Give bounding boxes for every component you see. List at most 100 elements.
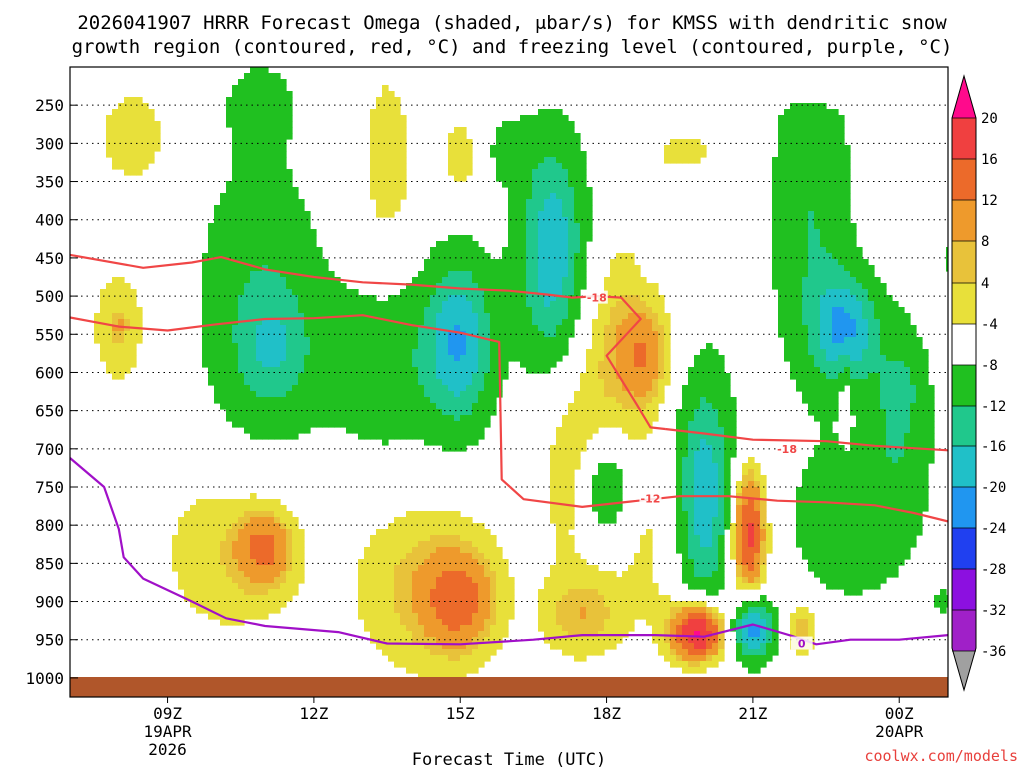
omega-cell — [496, 571, 503, 578]
omega-cell — [556, 271, 563, 278]
omega-cell — [676, 511, 683, 518]
omega-cell — [352, 307, 359, 314]
omega-cell — [274, 421, 281, 428]
omega-cell — [250, 247, 257, 254]
omega-cell — [544, 235, 551, 242]
omega-cell — [688, 157, 695, 164]
omega-cell — [694, 649, 701, 656]
omega-cell — [244, 253, 251, 260]
omega-cell — [646, 397, 653, 404]
omega-cell — [280, 547, 287, 554]
omega-cell — [538, 211, 545, 218]
omega-cell — [466, 667, 473, 674]
omega-cell — [388, 91, 395, 98]
omega-cell — [280, 217, 287, 224]
omega-cell — [472, 583, 479, 590]
omega-cell — [556, 445, 563, 452]
omega-cell — [532, 313, 539, 320]
omega-cell — [328, 385, 335, 392]
omega-cell — [442, 511, 449, 518]
omega-cell — [754, 523, 761, 530]
omega-cell — [736, 547, 743, 554]
omega-cell — [400, 589, 407, 596]
omega-cell — [472, 391, 479, 398]
omega-cell — [370, 145, 377, 152]
omega-cell — [544, 217, 551, 224]
omega-cell — [388, 169, 395, 176]
omega-cell — [652, 325, 659, 332]
omega-cell — [562, 295, 569, 302]
omega-cell — [136, 163, 143, 170]
omega-cell — [370, 319, 377, 326]
omega-cell — [364, 589, 371, 596]
omega-cell — [226, 385, 233, 392]
omega-cell — [448, 295, 455, 302]
omega-cell — [172, 547, 179, 554]
omega-cell — [616, 319, 623, 326]
omega-cell — [274, 601, 281, 608]
omega-cell — [292, 553, 299, 560]
omega-cell — [118, 307, 125, 314]
omega-cell — [406, 547, 413, 554]
omega-cell — [514, 283, 521, 290]
omega-cell — [706, 637, 713, 644]
omega-cell — [196, 583, 203, 590]
omega-cell — [688, 367, 695, 374]
omega-cell — [256, 109, 263, 116]
omega-cell — [208, 535, 215, 542]
omega-cell — [208, 325, 215, 332]
omega-cell — [220, 289, 227, 296]
omega-cell — [340, 409, 347, 416]
omega-cell — [610, 301, 617, 308]
omega-cell — [376, 601, 383, 608]
omega-cell — [610, 319, 617, 326]
omega-cell — [370, 403, 377, 410]
omega-cell — [412, 565, 419, 572]
omega-cell — [574, 595, 581, 602]
omega-cell — [322, 325, 329, 332]
omega-cell — [430, 547, 437, 554]
omega-cell — [274, 409, 281, 416]
omega-cell — [262, 343, 269, 350]
omega-cell — [358, 589, 365, 596]
omega-cell — [454, 397, 461, 404]
omega-cell — [112, 121, 119, 128]
omega-cell — [196, 517, 203, 524]
omega-cell — [514, 157, 521, 164]
omega-cell — [640, 583, 647, 590]
omega-cell — [544, 247, 551, 254]
omega-cell — [226, 295, 233, 302]
omega-cell — [364, 403, 371, 410]
omega-cell — [616, 379, 623, 386]
omega-cell — [274, 151, 281, 158]
omega-cell — [226, 571, 233, 578]
omega-cell — [250, 577, 257, 584]
omega-cell — [706, 583, 713, 590]
omega-cell — [286, 265, 293, 272]
omega-cell — [616, 349, 623, 356]
omega-cell — [298, 295, 305, 302]
omega-cell — [742, 541, 749, 548]
omega-cell — [106, 139, 113, 146]
omega-cell — [448, 169, 455, 176]
omega-cell — [706, 523, 713, 530]
omega-cell — [244, 91, 251, 98]
omega-cell — [400, 385, 407, 392]
omega-cell — [424, 349, 431, 356]
omega-cell — [232, 247, 239, 254]
omega-cell — [550, 211, 557, 218]
omega-cell — [430, 337, 437, 344]
omega-cell — [280, 415, 287, 422]
omega-cell — [394, 421, 401, 428]
omega-cell — [286, 565, 293, 572]
omega-cell — [190, 517, 197, 524]
omega-cell — [682, 409, 689, 416]
omega-cell — [466, 343, 473, 350]
omega-cell — [394, 331, 401, 338]
omega-cell — [388, 625, 395, 632]
omega-cell — [118, 349, 125, 356]
omega-cell — [712, 391, 719, 398]
omega-cell — [550, 451, 557, 458]
omega-cell — [274, 103, 281, 110]
